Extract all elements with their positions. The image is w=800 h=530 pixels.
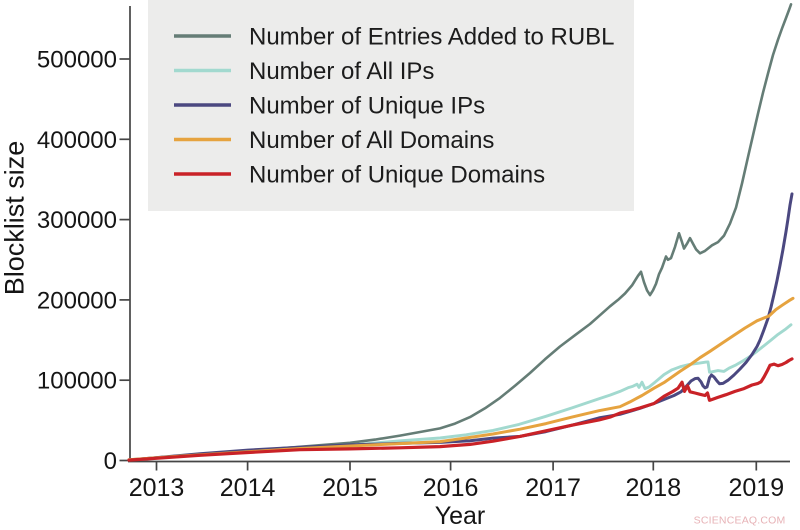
svg-text:Number of All Domains: Number of All Domains bbox=[249, 127, 494, 154]
svg-text:Number of Entries Added to RUB: Number of Entries Added to RUBL bbox=[249, 24, 615, 51]
svg-text:Number of All IPs: Number of All IPs bbox=[249, 58, 434, 85]
svg-text:2016: 2016 bbox=[423, 474, 479, 502]
svg-text:2013: 2013 bbox=[129, 474, 185, 502]
svg-text:2019: 2019 bbox=[728, 474, 784, 502]
svg-text:200000: 200000 bbox=[37, 287, 117, 314]
svg-text:2018: 2018 bbox=[625, 474, 681, 502]
svg-text:Number of Unique IPs: Number of Unique IPs bbox=[249, 93, 485, 120]
svg-text:100000: 100000 bbox=[37, 368, 117, 395]
svg-text:0: 0 bbox=[104, 448, 117, 475]
svg-text:Year: Year bbox=[435, 502, 486, 530]
svg-text:500000: 500000 bbox=[37, 47, 117, 74]
svg-text:2017: 2017 bbox=[525, 474, 581, 502]
svg-text:300000: 300000 bbox=[37, 207, 117, 234]
svg-text:2014: 2014 bbox=[220, 474, 276, 502]
svg-text:2015: 2015 bbox=[322, 474, 378, 502]
svg-text:400000: 400000 bbox=[37, 127, 117, 154]
svg-text:SCIENCEAQ.COM: SCIENCEAQ.COM bbox=[694, 515, 786, 527]
svg-text:Number of Unique Domains: Number of Unique Domains bbox=[249, 162, 545, 189]
svg-text:Blocklist size: Blocklist size bbox=[0, 141, 30, 296]
